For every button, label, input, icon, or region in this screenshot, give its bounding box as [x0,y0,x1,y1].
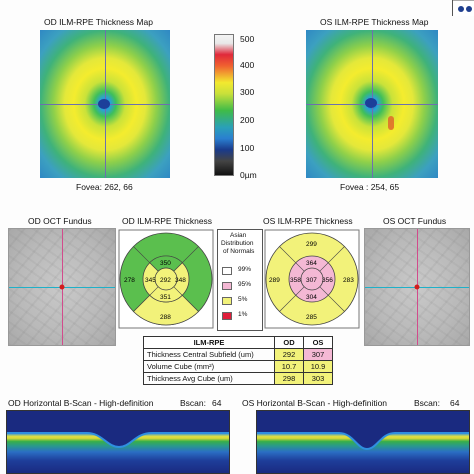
os-etdrs-outer-left-value: 289 [269,277,280,284]
table-header-os: OS [303,336,333,349]
os-bscan-title: OS Horizontal B-Scan - High-definition [242,398,388,408]
od-etdrs-diag-3 [133,286,159,312]
os-map-title: OS ILM-RPE Thickness Map [320,17,429,27]
os-etdrs-diag-1 [279,246,305,272]
legend-swatch-95 [222,282,232,290]
os-etdrs-nasal-value: 356 [322,277,333,284]
od-etdrs-center-value: 292 [160,277,171,284]
os-bscan-image[interactable] [256,410,470,474]
table-row: Thickness Central Subfield (um) 292 307 [143,348,333,361]
od-fundus-image[interactable] [8,228,116,346]
table-row: Thickness Avg Cube (um) 298 303 [143,372,333,385]
od-etdrs-outer-bottom-value: 288 [160,314,171,321]
os-etdrs-inferior-value: 304 [306,294,317,301]
od-bscan-image[interactable] [6,410,230,474]
os-fovea-marker [365,98,377,108]
od-etdrs-outer-left-value: 278 [124,277,135,284]
od-etdrs-grid[interactable]: 350 345 292 348 351 278 288 [118,229,214,329]
od-thickness-title: OD ILM-RPE Thickness [122,216,213,226]
od-etdrs-nasal-value: 348 [175,277,186,284]
table-header-row: ILM-RPE OD OS [143,336,333,349]
table-row-label: Thickness Avg Cube (um) [143,372,275,385]
legend-label-99: 99% [238,266,252,273]
colorbar-tick-500: 500 [240,34,255,44]
os-hotspot [388,116,394,130]
table-cell-os: 10.9 [303,360,333,373]
od-fovea-readout: Fovea: 262, 66 [76,182,133,192]
table-header-od: OD [274,336,304,349]
table-row-label: Volume Cube (mm²) [143,360,275,373]
od-etdrs-inferior-value: 351 [160,294,171,301]
os-etdrs-diag-4 [319,286,345,312]
os-etdrs-outer-bottom-value: 285 [306,314,317,321]
colorbar-tick-400: 400 [240,60,255,70]
os-etdrs-center [300,267,324,291]
od-map-title: OD ILM-RPE Thickness Map [44,17,153,27]
legend-title-2: Distribution [221,240,254,247]
legend-swatch-99 [222,267,232,275]
table-header-ilm-rpe: ILM-RPE [143,336,275,349]
od-bscan-label: Bscan: [180,398,206,408]
legend-title-1: Asian [230,232,247,239]
od-thickness-map[interactable] [40,30,170,178]
legend-label-1: 1% [238,311,248,318]
os-fundus-center-dot [414,284,420,290]
od-bscan-value: 64 [212,398,222,408]
legend-label-5: 5% [238,296,248,303]
legend-title-3: of Normals [223,248,255,255]
od-bscan-title: OD Horizontal B-Scan - High-definition [8,398,154,408]
legend-label-95: 95% [238,281,252,288]
os-thickness-map[interactable] [306,30,438,178]
colorbar-tick-300: 300 [240,87,255,97]
od-etdrs-diag-1 [133,246,159,272]
ilm-rpe-summary-table: ILM-RPE OD OS Thickness Central Subfield… [143,336,333,385]
legend-swatch-1 [222,312,232,320]
colorbar-tick-100: 100 [240,143,255,153]
os-etdrs-center-value: 307 [306,277,317,284]
os-etdrs-superior-value: 364 [306,260,317,267]
od-fundus-center-dot [59,284,65,290]
od-etdrs-center [154,267,178,291]
os-thickness-title: OS ILM-RPE Thickness [263,216,353,226]
os-etdrs-outer-right-value: 283 [343,277,354,284]
os-bscan-label: Bscan: [414,398,440,408]
table-cell-od: 10.7 [274,360,304,373]
os-etdrs-grid[interactable]: 299 364 358 307 356 304 289 283 285 [264,229,360,329]
table-cell-od: 292 [274,348,304,361]
normals-legend: Asian Distribution of Normals 99% 95% 5%… [217,229,263,331]
od-etdrs-temporal-value: 345 [145,277,156,284]
od-etdrs-diag-4 [173,286,199,312]
logo-icon [453,0,474,12]
os-etdrs-temporal-value: 358 [290,277,301,284]
os-etdrs-diag-3 [279,286,305,312]
od-fovea-marker [98,99,110,109]
os-fundus-image[interactable] [364,228,470,346]
od-bscan-fovea-dip [7,411,229,449]
table-row-label: Thickness Central Subfield (um) [143,348,275,361]
os-fundus-title: OS OCT Fundus [383,216,447,226]
legend-swatch-5 [222,297,232,305]
corner-logo [452,0,474,16]
table-cell-od: 298 [274,372,304,385]
od-etdrs-diag-2 [173,246,199,272]
colorbar-tick-200: 200 [240,115,255,125]
colorbar-tick-0: 0µm [240,170,257,180]
od-fundus-title: OD OCT Fundus [28,216,92,226]
table-cell-os: 303 [303,372,333,385]
thickness-colorbar [214,34,234,176]
os-etdrs-diag-2 [319,246,345,272]
os-bscan-value: 64 [450,398,460,408]
os-bscan-fovea-dip [257,411,469,451]
table-cell-os: 307 [303,348,333,361]
table-row: Volume Cube (mm²) 10.7 10.9 [143,360,333,373]
od-etdrs-superior-value: 350 [160,260,171,267]
os-fovea-readout: Fovea : 254, 65 [340,182,400,192]
os-etdrs-outer-top-value: 299 [306,241,317,248]
